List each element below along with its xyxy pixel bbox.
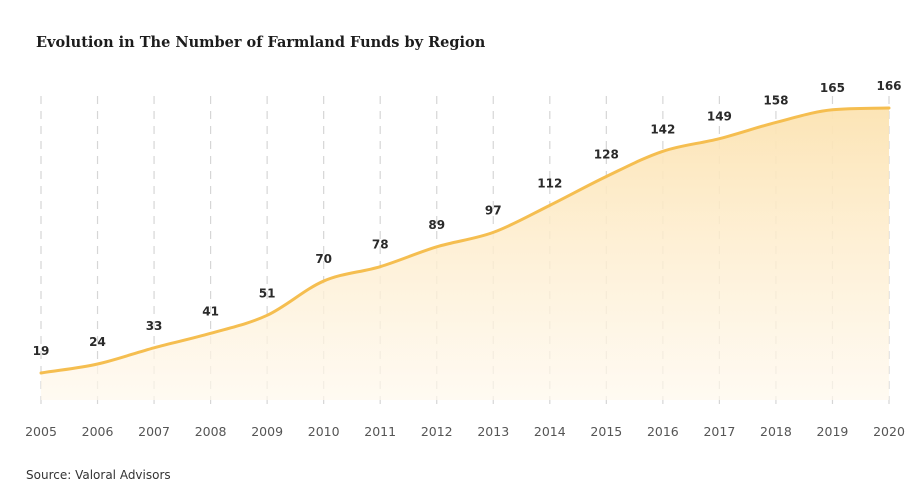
x-tick-2013: 2013: [477, 424, 509, 439]
x-tick-2017: 2017: [703, 424, 735, 439]
x-tick-2019: 2019: [817, 424, 849, 439]
x-tick-2015: 2015: [590, 424, 622, 439]
x-tick-2011: 2011: [364, 424, 396, 439]
data-label-2011: 78: [372, 238, 389, 252]
data-label-2015: 128: [594, 148, 619, 162]
data-label-2018: 158: [763, 93, 788, 107]
data-label-2019: 165: [820, 81, 845, 95]
x-axis-tick-labels: 2005 2006 2007 2008 2009 2010 2011 2012 2013 2014…: [25, 424, 905, 439]
chart-title: Evolution in The Number of Farmland Fund…: [36, 34, 486, 51]
x-tick-2014: 2014: [534, 424, 566, 439]
x-tick-2008: 2008: [195, 424, 227, 439]
x-tick-2007: 2007: [138, 424, 170, 439]
data-label-2014: 112: [537, 176, 562, 190]
x-tick-2005: 2005: [25, 424, 57, 439]
data-label-2009: 51: [259, 286, 276, 300]
x-tick-2018: 2018: [760, 424, 792, 439]
x-tick-2009: 2009: [251, 424, 283, 439]
data-label-2017: 149: [707, 110, 732, 124]
data-label-2012: 89: [428, 218, 445, 232]
source-note: Source: Valoral Advisors: [26, 468, 171, 482]
x-tick-2010: 2010: [308, 424, 340, 439]
x-tick-2006: 2006: [82, 424, 114, 439]
data-labels: 19 24 33 41 51 70 78 89 97 112 128 142 149 158 165 166: [33, 79, 902, 358]
data-label-2010: 70: [315, 252, 332, 266]
series-line: [39, 106, 891, 375]
data-label-2008: 41: [202, 304, 219, 318]
data-label-2005: 19: [33, 344, 50, 358]
area-fill: [41, 108, 889, 400]
data-label-2016: 142: [650, 122, 675, 136]
data-label-2006: 24: [89, 335, 106, 349]
x-tick-2012: 2012: [421, 424, 453, 439]
data-label-2013: 97: [485, 203, 502, 217]
x-tick-2020: 2020: [873, 424, 905, 439]
data-label-2020: 166: [876, 79, 901, 93]
x-tick-2016: 2016: [647, 424, 679, 439]
data-label-2007: 33: [146, 319, 163, 333]
